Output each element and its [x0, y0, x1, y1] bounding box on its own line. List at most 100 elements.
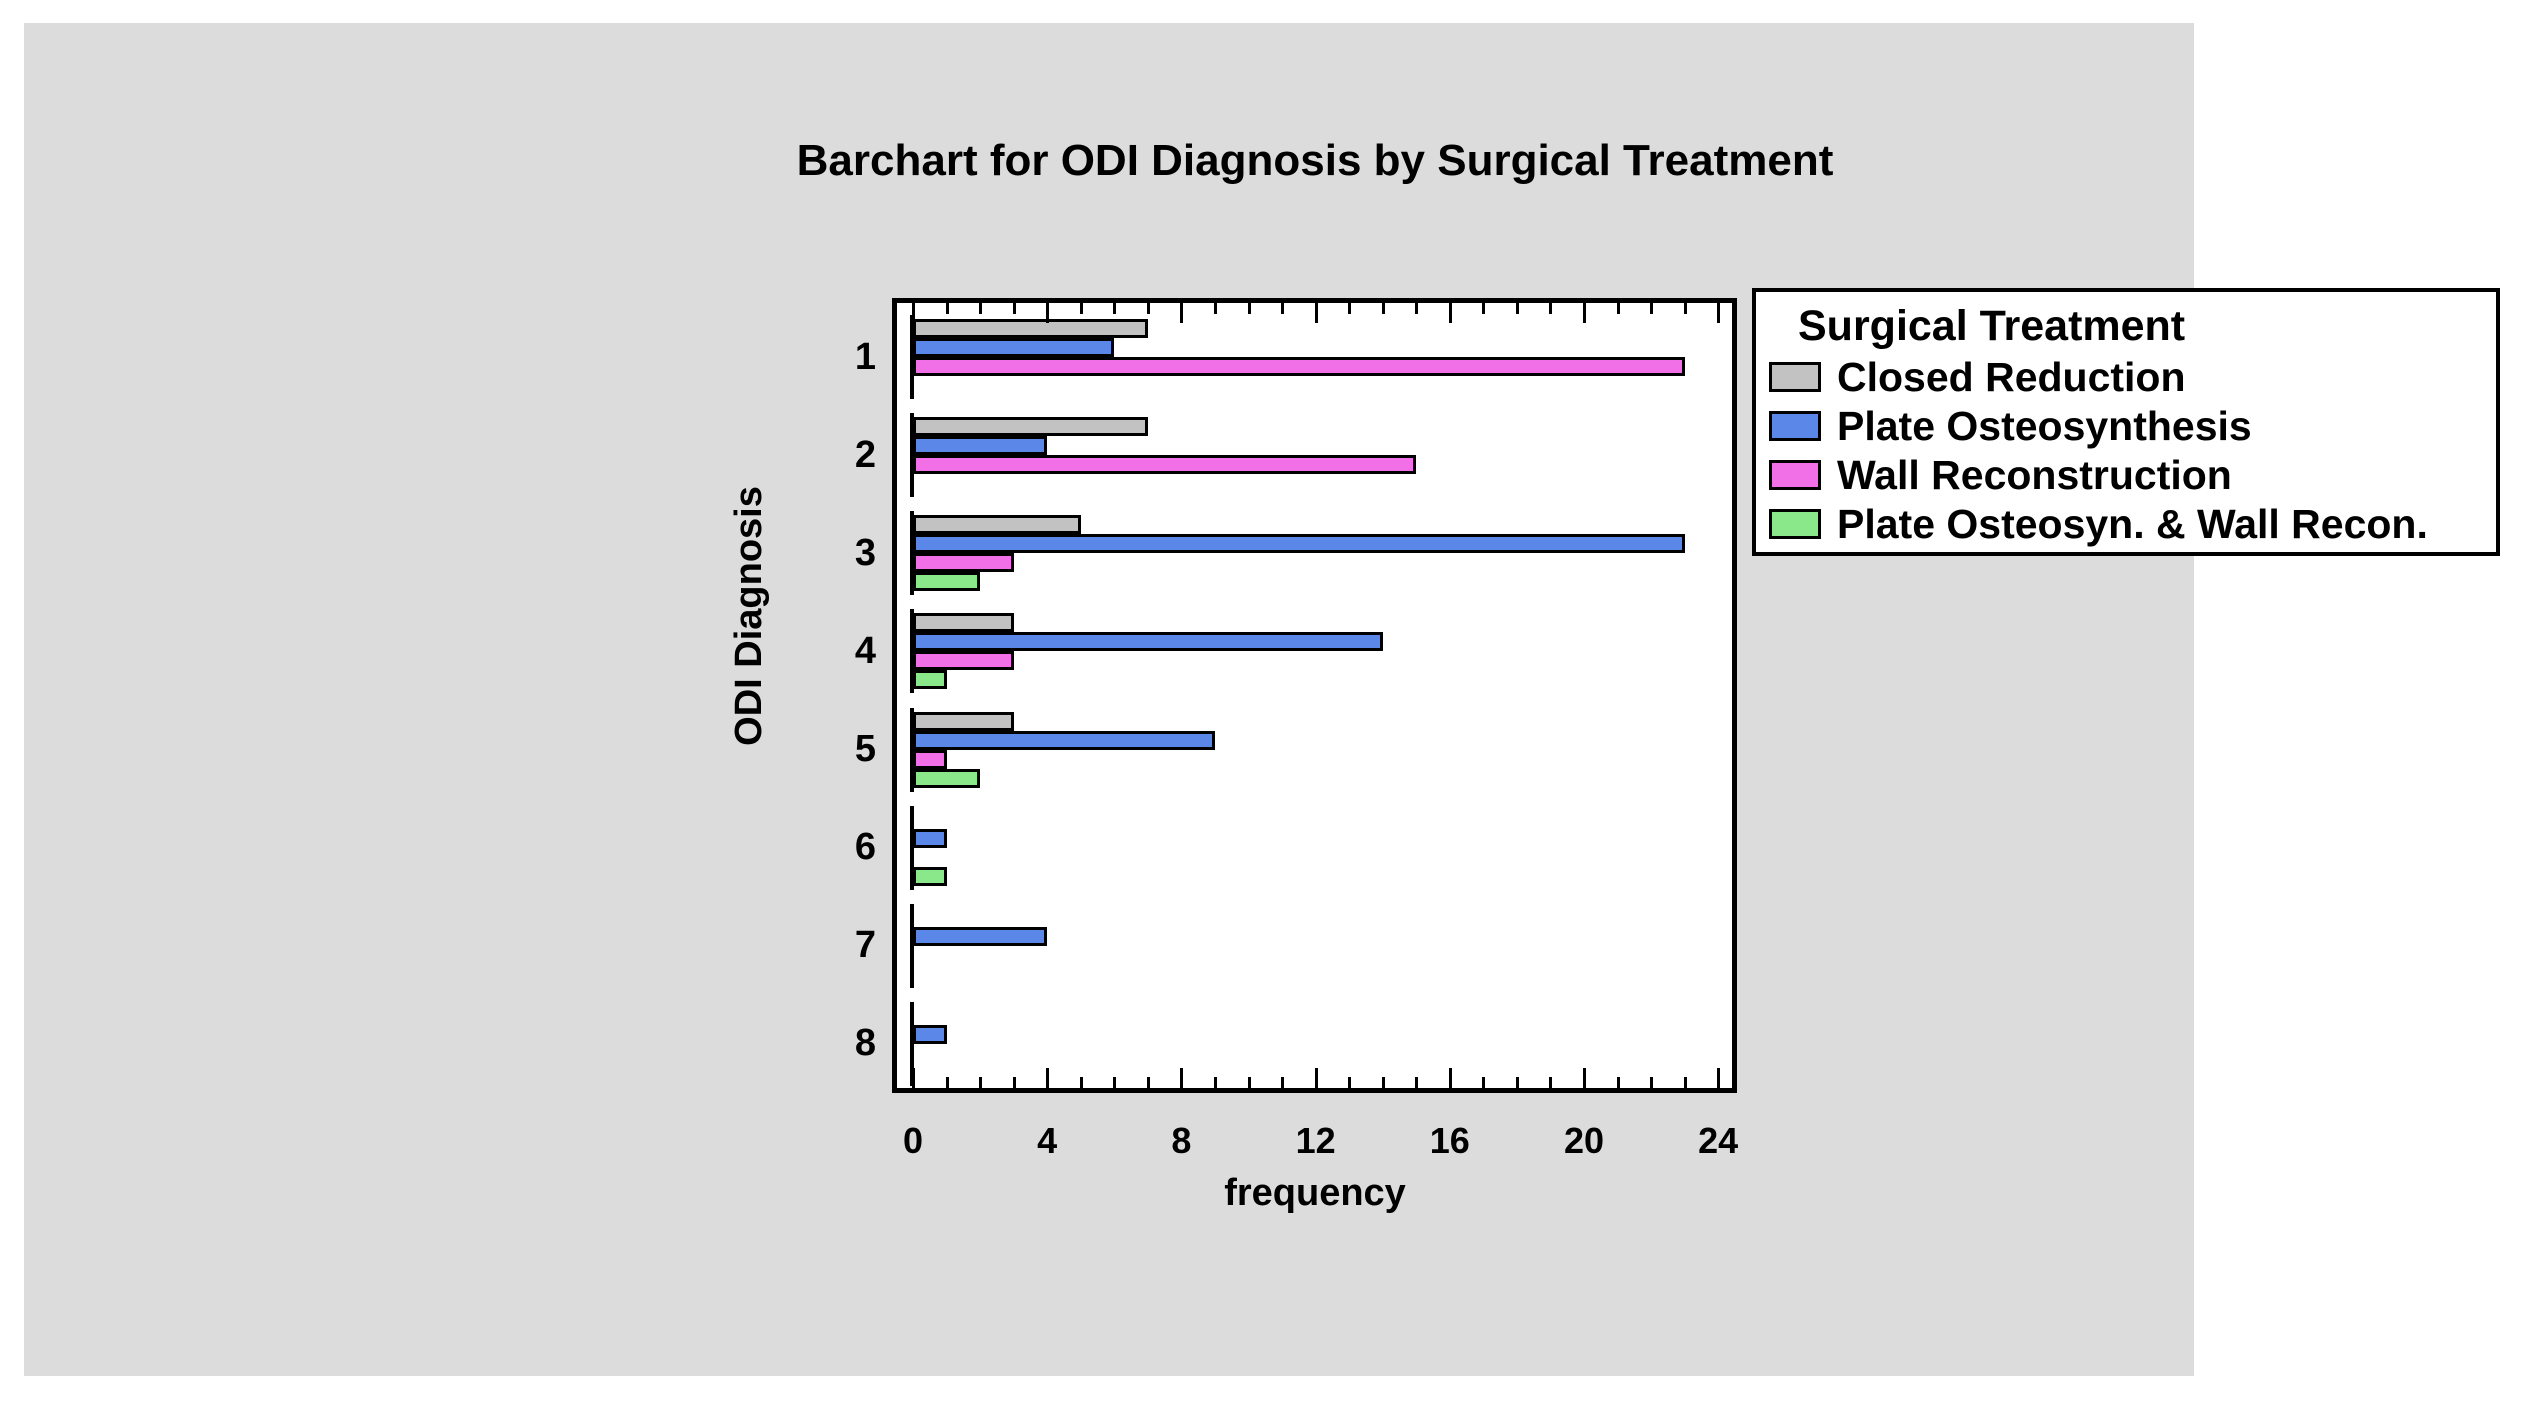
minor-tick-bottom-11	[1281, 1077, 1285, 1088]
bar-closed-reduction-cat2	[913, 417, 1148, 437]
legend-swatch-2	[1769, 459, 1821, 490]
legend-entry-1: Plate Osteosynthesis	[1756, 401, 2496, 450]
minor-tick-top-10	[1247, 303, 1251, 314]
bar-wall-reconstruction-cat2	[913, 455, 1417, 475]
bar-wall-reconstruction-cat5	[913, 749, 947, 769]
plot-area	[892, 298, 1737, 1093]
y-tick-label-2: 2	[854, 433, 876, 476]
x-tick-label-12: 12	[1295, 1120, 1336, 1161]
minor-tick-top-2	[979, 303, 983, 314]
bar-group-5	[897, 696, 1732, 794]
major-tick-bottom-0	[912, 1068, 915, 1088]
major-tick-bottom-16	[1448, 1068, 1452, 1088]
minor-tick-top-14	[1381, 303, 1385, 314]
legend-box: Surgical Treatment Closed Reduction Plate…	[1752, 288, 2500, 556]
x-axis-title: frequency	[1224, 1172, 1406, 1214]
minor-tick-top-11	[1281, 303, 1285, 314]
bar-closed-reduction-cat5	[913, 711, 1014, 731]
y-tick-label-3: 3	[854, 531, 876, 574]
legend-entry-3: Plate Osteosyn. & Wall Recon.	[1756, 499, 2496, 548]
y-tick-label-4: 4	[854, 629, 876, 672]
legend-entry-2: Wall Reconstruction	[1756, 450, 2496, 499]
x-tick-label-0: 0	[902, 1120, 924, 1161]
y-tick-label-5: 5	[854, 728, 876, 770]
minor-tick-bottom-14	[1381, 1077, 1385, 1088]
legend-label-1: Plate Osteosynthesis	[1837, 402, 2252, 449]
minor-tick-top-9	[1213, 303, 1217, 314]
minor-tick-bottom-18	[1515, 1077, 1519, 1088]
legend-title: Surgical Treatment	[1798, 302, 2186, 350]
zero-baseline-segment	[910, 413, 914, 498]
major-tick-bottom-4	[1046, 1068, 1050, 1088]
bar-group-1	[897, 303, 1732, 401]
minor-tick-top-13	[1348, 303, 1352, 314]
major-tick-top-20	[1583, 303, 1586, 323]
minor-tick-top-3	[1012, 303, 1016, 314]
zero-baseline-segment	[910, 707, 914, 792]
minor-tick-top-21	[1616, 303, 1620, 314]
legend-swatch-1	[1769, 410, 1821, 441]
minor-tick-bottom-6	[1113, 1077, 1117, 1088]
chart-title: Barchart for ODI Diagnosis by Surgical T…	[796, 136, 1834, 185]
bar-plate-osteosynthesis-cat1	[913, 338, 1115, 357]
zero-baseline-segment	[910, 609, 914, 694]
major-tick-top-0	[912, 303, 915, 323]
minor-tick-bottom-13	[1348, 1077, 1352, 1088]
bar-wall-reconstruction-cat1	[913, 357, 1685, 376]
minor-tick-top-6	[1113, 303, 1117, 314]
bar-plate-osteosynthesis-cat5	[913, 730, 1215, 750]
x-tick-label-20: 20	[1563, 1120, 1605, 1161]
x-tick-label-16: 16	[1429, 1120, 1470, 1161]
zero-baseline-segment	[910, 903, 914, 988]
zero-baseline-segment	[910, 1001, 914, 1086]
bar-plate-osteosyn-wall-recon-cat4	[913, 670, 947, 690]
bar-plate-osteosyn-wall-recon-cat6	[913, 866, 947, 886]
minor-tick-top-18	[1515, 303, 1519, 314]
major-tick-top-16	[1448, 303, 1452, 323]
minor-tick-top-22	[1650, 303, 1654, 314]
legend-swatch-0	[1769, 361, 1821, 392]
minor-tick-bottom-23	[1683, 1077, 1687, 1088]
minor-tick-bottom-17	[1482, 1077, 1486, 1088]
minor-tick-top-17	[1482, 303, 1486, 314]
bar-group-3	[897, 499, 1732, 597]
legend-entry-0: Closed Reduction	[1756, 352, 2496, 401]
minor-tick-top-19	[1549, 303, 1553, 314]
bar-plate-osteosyn-wall-recon-cat3	[913, 572, 981, 592]
y-tick-label-6: 6	[854, 826, 876, 869]
minor-tick-top-15	[1415, 303, 1419, 314]
minor-tick-top-5	[1079, 303, 1083, 314]
bar-plate-osteosynthesis-cat2	[913, 436, 1048, 456]
bar-group-6	[897, 794, 1732, 892]
zero-baseline-segment	[910, 511, 914, 596]
bar-closed-reduction-cat1	[913, 319, 1148, 338]
bar-group-7	[897, 892, 1732, 990]
minor-tick-bottom-9	[1213, 1077, 1217, 1088]
bar-plate-osteosynthesis-cat4	[913, 632, 1383, 652]
minor-tick-top-23	[1683, 303, 1687, 314]
minor-tick-bottom-22	[1650, 1077, 1654, 1088]
bar-plate-osteosynthesis-cat8	[913, 1024, 947, 1044]
bar-group-8	[897, 990, 1732, 1088]
minor-tick-bottom-3	[1012, 1077, 1016, 1088]
major-tick-bottom-8	[1180, 1068, 1184, 1088]
bar-group-4	[897, 597, 1732, 695]
major-tick-bottom-24	[1717, 1068, 1721, 1088]
major-tick-top-8	[1180, 303, 1184, 323]
minor-tick-top-1	[945, 303, 949, 314]
bar-plate-osteosynthesis-cat7	[913, 926, 1048, 946]
minor-tick-bottom-5	[1079, 1077, 1083, 1088]
legend-entries: Closed Reduction Plate Osteosynthesis Wall…	[1756, 352, 2496, 548]
y-axis-title: ODI Diagnosis	[728, 486, 770, 746]
bar-plate-osteosyn-wall-recon-cat5	[913, 768, 981, 788]
plot-inner	[897, 303, 1732, 1088]
y-tick-label-8: 8	[854, 1022, 876, 1065]
bar-closed-reduction-cat3	[913, 515, 1081, 535]
bar-closed-reduction-cat4	[913, 613, 1014, 633]
minor-tick-bottom-7	[1146, 1077, 1150, 1088]
x-tick-label-8: 8	[1171, 1120, 1192, 1161]
bar-wall-reconstruction-cat4	[913, 651, 1014, 671]
minor-tick-bottom-15	[1415, 1077, 1419, 1088]
legend-label-3: Plate Osteosyn. & Wall Recon.	[1837, 500, 2428, 547]
legend-swatch-3	[1769, 508, 1821, 539]
